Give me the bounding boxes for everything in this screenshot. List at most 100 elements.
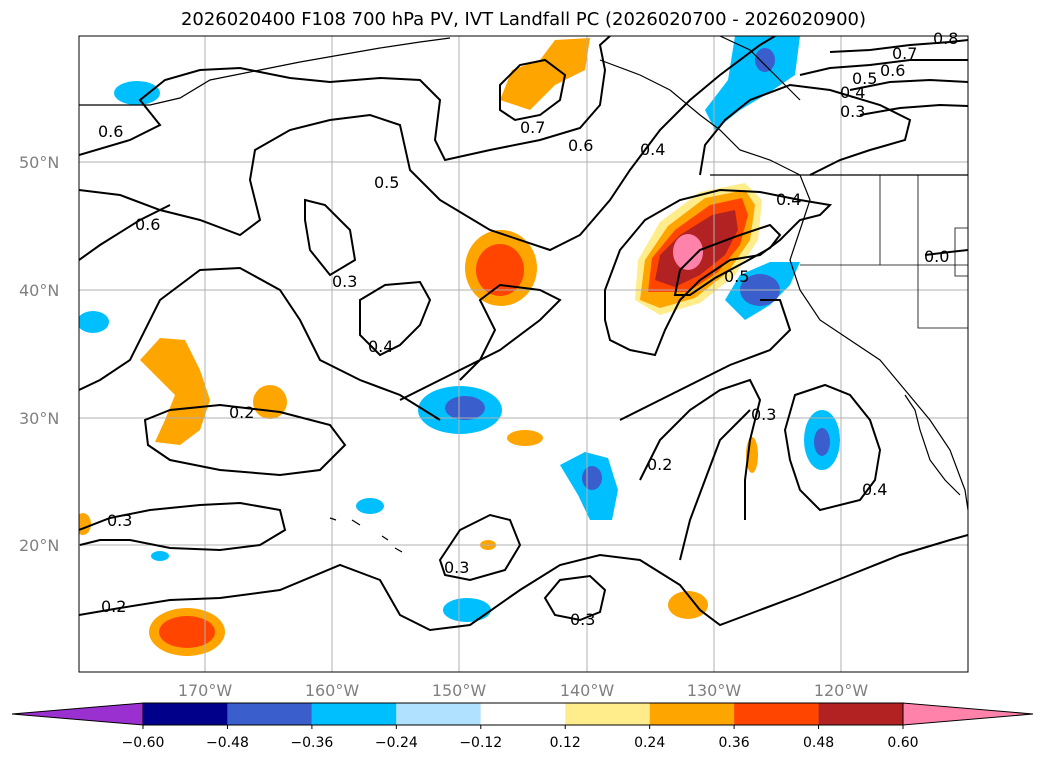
contour-label: 0.4: [640, 140, 665, 159]
colorbar-tick-label: 0.60: [887, 735, 918, 751]
shaded-fields: [79, 36, 840, 656]
longitude-labels: 170°W 160°W 150°W 140°W 130°W 120°W: [178, 681, 869, 700]
contour-label: 0.2: [101, 597, 126, 616]
negative-anomaly-core: [814, 428, 830, 456]
contour-line: [79, 204, 171, 261]
colorbar-cell: [396, 703, 481, 725]
positive-anomaly-core: [159, 616, 215, 648]
contour-line: [924, 249, 968, 256]
lon-label: 170°W: [178, 681, 233, 700]
lat-label: 20°N: [19, 536, 59, 555]
border-state: [879, 175, 968, 329]
colorbar-tick-label: −0.24: [375, 735, 418, 751]
positive-anomaly-region: [507, 430, 543, 446]
negative-anomaly-region: [151, 551, 169, 561]
contour-label: 0.6: [135, 215, 160, 234]
contour-label: 0.4: [840, 83, 865, 102]
colorbar-frame: [142, 702, 904, 726]
contour-line: [359, 280, 432, 357]
positive-anomaly-region: [253, 385, 287, 419]
lon-label: 120°W: [814, 681, 869, 700]
contour-label: 0.6: [880, 61, 905, 80]
contour-line: [829, 39, 968, 53]
colorbar-extend-low-fill: [12, 703, 143, 725]
colorbar-tick-label: −0.36: [290, 735, 333, 751]
positive-anomaly-region: [79, 513, 91, 535]
negative-anomaly-core: [445, 396, 485, 420]
contour-label: 0.3: [840, 102, 865, 121]
lat-label: 30°N: [19, 409, 59, 428]
contour-label: 0.8: [933, 29, 958, 48]
contour-line: [859, 103, 968, 116]
lon-label: 160°W: [305, 681, 360, 700]
lake: [954, 227, 968, 277]
lat-label: 50°N: [19, 153, 59, 172]
contour-line: [79, 266, 441, 421]
coastlines: [79, 36, 968, 553]
contour-line: [543, 574, 607, 622]
contour-line: [304, 198, 357, 277]
positive-anomaly-region: [500, 38, 590, 110]
graticule: [79, 36, 968, 672]
lon-label: 130°W: [687, 681, 742, 700]
negative-anomaly-region: [79, 311, 109, 333]
colorbar-cell: [818, 703, 903, 725]
contour-label: 0.6: [98, 122, 123, 141]
contour-line: [79, 534, 968, 632]
contour-line: [499, 58, 567, 122]
contour-line: [639, 378, 762, 520]
contour-label: 0.5: [374, 173, 399, 192]
positive-anomaly-region: [668, 591, 708, 619]
contour-line: [673, 223, 782, 296]
plot-area: [79, 36, 968, 672]
colorbar-cell: [565, 703, 650, 725]
colorbar-cell: [227, 703, 312, 725]
contour-label: 0.5: [852, 69, 877, 88]
contour-line: [79, 36, 776, 252]
contour-label: 0.5: [724, 267, 749, 286]
colorbar-tick-label: 0.24: [634, 735, 665, 751]
contour-line: [679, 409, 751, 561]
contour-line: [438, 513, 522, 582]
pv-contours: [79, 36, 968, 632]
contour-label: 0.3: [107, 511, 132, 530]
negative-anomaly-region: [114, 81, 160, 105]
coastline: [599, 59, 968, 511]
negative-anomaly-core: [755, 48, 775, 72]
contour-label: 0.3: [444, 558, 469, 577]
contour-line: [783, 383, 882, 512]
coastline-hawaii: [329, 517, 403, 553]
lon-label: 150°W: [432, 681, 487, 700]
lon-label: 140°W: [560, 681, 615, 700]
negative-anomaly-region: [705, 36, 800, 130]
colorbar-cell: [734, 703, 819, 725]
positive-anomaly-core: [476, 244, 524, 296]
coastline-baja: [904, 394, 961, 496]
contour-labels: 0.8 0.7 0.6 0.5 0.4 0.3 0.6 0.7 0.6 0.4 …: [98, 29, 958, 629]
contour-label: 0.6: [568, 136, 593, 155]
contour-line: [849, 78, 968, 91]
colorbar-tick-label: 0.12: [550, 735, 581, 751]
latitude-labels: 50°N 40°N 30°N 20°N: [19, 153, 59, 555]
contour-line: [79, 501, 287, 552]
colorbar-extend-high-fill: [903, 703, 1033, 725]
colorbar-tick-label: 0.36: [719, 735, 750, 751]
coastline: [719, 36, 801, 101]
colorbar-cell: [143, 703, 228, 725]
map-title: 2026020400 F108 700 hPa PV, IVT Landfall…: [180, 9, 867, 30]
coastline: [79, 37, 451, 106]
contour-label: 0.4: [776, 190, 801, 209]
contour-line: [143, 403, 347, 477]
contour-label: 0.7: [892, 44, 917, 63]
contour-line: [619, 299, 792, 421]
contour-label: 0.2: [647, 455, 672, 474]
contour-label: 0.7: [520, 118, 545, 137]
plot-frame: [78, 35, 969, 673]
contour-label: 0.4: [862, 480, 887, 499]
colorbar-cell: [311, 703, 397, 725]
contour-label: 0.4: [368, 337, 393, 356]
colorbar-tick-label: −0.60: [122, 735, 165, 751]
contour-label: 0.3: [751, 405, 776, 424]
colorbar-cell: [649, 703, 735, 725]
